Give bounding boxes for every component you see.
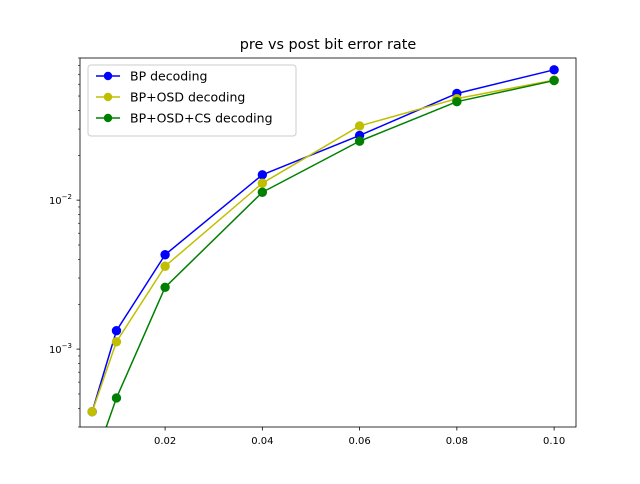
legend-marker <box>103 71 113 81</box>
data-point <box>452 97 462 107</box>
chart-title: pre vs post bit error rate <box>240 37 417 53</box>
axis-ticks: 0.02 0.04 0.06 0.08 0.10 10−3 10−2 <box>49 57 565 447</box>
x-tick-label: 0.06 <box>348 436 370 447</box>
data-point <box>354 121 365 131</box>
legend-label: BP+OSD+CS decoding <box>130 111 273 126</box>
data-point <box>111 337 122 347</box>
data-point <box>549 75 559 86</box>
data-point <box>87 407 97 417</box>
legend-label: BP+OSD decoding <box>130 90 245 105</box>
x-tick-label: 0.10 <box>543 436 565 447</box>
x-tick-label: 0.02 <box>154 436 176 447</box>
data-point <box>549 65 559 75</box>
legend-marker <box>103 92 113 102</box>
y-tick-label: 10−3 <box>49 342 72 356</box>
data-point <box>257 170 268 180</box>
legend-box <box>87 64 297 137</box>
data-point <box>111 325 122 336</box>
x-tick-label: 0.04 <box>251 436 273 447</box>
plot-area <box>79 57 577 428</box>
data-point <box>160 261 170 271</box>
legend: BP decoding BP+OSD decoding BP+OSD+CS deco… <box>87 64 297 137</box>
data-point <box>160 250 170 260</box>
data-point <box>257 187 268 197</box>
data-point <box>111 393 122 403</box>
series-group <box>87 65 559 427</box>
y-tick-label: 10−2 <box>49 193 72 207</box>
legend-label: BP decoding <box>130 69 208 84</box>
data-point <box>354 136 365 146</box>
x-tick-label: 0.08 <box>446 436 468 447</box>
axes-frame <box>79 57 577 428</box>
data-point <box>257 178 268 188</box>
data-point <box>160 282 170 292</box>
legend-marker <box>103 113 113 123</box>
